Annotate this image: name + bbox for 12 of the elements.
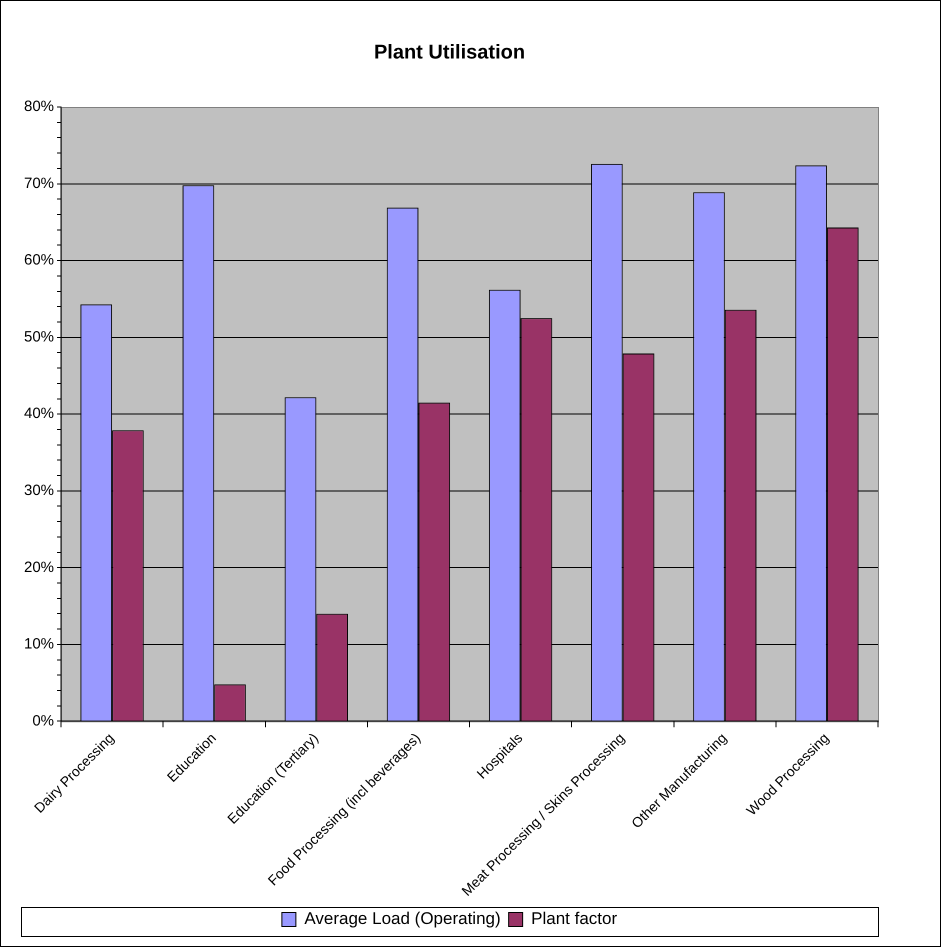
chart-title: Plant Utilisation	[374, 42, 526, 64]
legend-label: Average Load (Operating)	[304, 909, 501, 928]
y-tick-label: 30%	[24, 482, 54, 500]
y-tick-label: 20%	[24, 558, 54, 576]
legend-label: Plant factor	[531, 909, 618, 928]
y-tick-label: 50%	[24, 328, 54, 346]
y-tick-label: 70%	[24, 174, 54, 192]
y-tick-label: 40%	[24, 405, 54, 422]
y-tick-label: 0%	[32, 712, 54, 730]
y-tick-label: 60%	[24, 252, 54, 269]
y-tick-label: 80%	[24, 98, 54, 116]
y-tick-label: 10%	[24, 636, 54, 653]
